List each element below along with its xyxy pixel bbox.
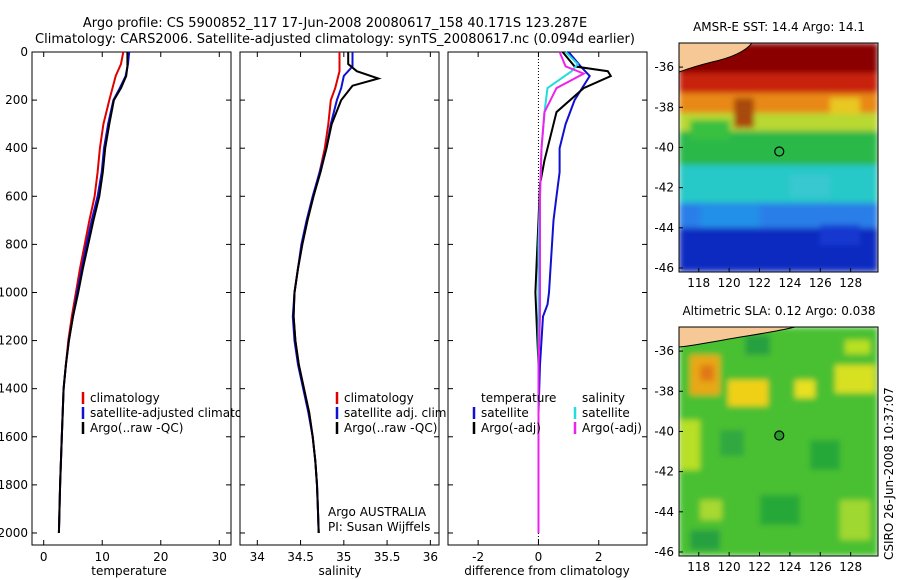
map-x-tick-label: 124	[778, 276, 801, 290]
legend-label-argo: Argo(..raw -QC)	[344, 421, 437, 435]
legend-label-temp-argo: Argo(-adj)	[481, 421, 541, 435]
map-y-tick-label: -46	[654, 261, 674, 275]
y-tick-label: 200	[5, 93, 28, 107]
sla-map-title: Altimetric SLA: 0.12 Argo: 0.038	[682, 304, 875, 318]
difference-series-temperature-argo-adj-	[534, 51, 613, 533]
header-line-1: Argo profile: CS 5900852_117 17-Jun-2008…	[83, 16, 587, 31]
salinity-axes-frame	[239, 51, 440, 546]
x-tick-label: 2	[595, 550, 603, 564]
map-y-tick-label: -36	[654, 60, 674, 74]
salinity-series-argo-raw-qc-	[292, 52, 382, 534]
legend-label-argo: Argo(..raw -QC)	[90, 421, 183, 435]
salinity-legend: climatology satellite adj. clim. Argo(..…	[335, 391, 450, 435]
sst-land-mass	[679, 43, 753, 73]
map-x-tick-label: 118	[687, 276, 710, 290]
legend-label-sal-satellite: satellite	[582, 406, 630, 420]
x-tick-label: 30	[212, 550, 227, 564]
y-tick-label: 1000	[0, 285, 28, 299]
x-tick-label: 35	[336, 550, 351, 564]
difference-series-salinity-argo-adj-	[537, 51, 587, 533]
map-x-tick-label: 126	[809, 276, 832, 290]
map-x-tick-label: 120	[718, 560, 741, 574]
y-tick-label: 1400	[0, 382, 28, 396]
legend-label-sal-argo: Argo(-adj)	[582, 421, 642, 435]
map-x-tick-label: 128	[839, 560, 862, 574]
sla-map-frame	[678, 326, 879, 557]
sst-map-panel: AMSR-E SST: 14.4 Argo: 14.1 1	[654, 20, 879, 290]
argo-country-annotation: Argo AUSTRALIA	[328, 505, 427, 519]
y-tick-label: 0	[20, 45, 28, 59]
map-x-tick-label: 122	[748, 276, 771, 290]
salinity-xlabel: salinity	[318, 564, 361, 578]
map-y-tick-label: -36	[654, 344, 674, 358]
y-tick-label: 1200	[0, 334, 28, 348]
map-y-tick-label: -42	[654, 181, 674, 195]
sst-argo-position-marker	[774, 146, 785, 157]
map-x-tick-label: 128	[839, 276, 862, 290]
map-x-tick-label: 120	[718, 276, 741, 290]
y-tick-label: 600	[5, 189, 28, 203]
pi-annotation: PI: Susan Wijffels	[328, 520, 430, 534]
map-y-tick-label: -40	[654, 140, 674, 154]
y-tick-label: 2000	[0, 526, 28, 540]
map-y-tick-label: -44	[654, 505, 674, 519]
x-tick-label: -2	[472, 550, 484, 564]
sst-map-title: AMSR-E SST: 14.4 Argo: 14.1	[693, 20, 865, 34]
map-y-tick-label: -46	[654, 545, 674, 559]
temperature-axes-frame	[31, 51, 232, 546]
map-y-tick-label: -38	[654, 100, 674, 114]
sst-heatmap	[679, 43, 878, 272]
y-tick-label: 800	[5, 237, 28, 251]
legend-label-climatology: climatology	[90, 391, 160, 405]
map-y-tick-label: -38	[654, 384, 674, 398]
y-tick-label: 1600	[0, 430, 28, 444]
legend-label-satellite-adj: satellite adj. clim.	[344, 406, 450, 420]
sla-map-panel: Altimetric SLA: 0.12 Argo: 0.038	[654, 304, 879, 574]
y-tick-label: 1800	[0, 478, 28, 492]
y-tick-label: 400	[5, 141, 28, 155]
map-x-tick-label: 124	[778, 560, 801, 574]
temperature-panel: 0 10 20 30 0 200 400 600 800 1000 1200 1400 1600 1800…	[0, 45, 268, 578]
temperature-legend: climatology satellite-adjusted climatolo…	[81, 391, 268, 435]
x-tick-label: 20	[153, 550, 168, 564]
map-x-tick-label: 122	[748, 560, 771, 574]
temperature-xlabel: temperature	[91, 564, 166, 578]
x-tick-label: 34.5	[287, 550, 314, 564]
side-timestamp: CSIRO 26-Jun-2008 10:37:07	[882, 387, 896, 560]
sst-map-frame	[678, 42, 879, 273]
map-x-tick-label: 118	[687, 560, 710, 574]
x-tick-label: 0	[40, 550, 48, 564]
x-tick-label: 35.5	[374, 550, 401, 564]
temperature-series-argo-raw-qc-	[57, 52, 129, 534]
map-y-tick-label: -44	[654, 221, 674, 235]
difference-xlabel: difference from climatology	[464, 564, 630, 578]
x-tick-label: 36	[423, 550, 438, 564]
difference-legend: temperature satellite Argo(-adj) salinit…	[472, 391, 642, 435]
sla-heatmap	[679, 327, 878, 556]
map-y-tick-label: -40	[654, 424, 674, 438]
x-tick-label: 34	[250, 550, 265, 564]
difference-panel: -2 0 2 difference from climatology tempera…	[447, 51, 648, 578]
header-line-2: Climatology: CARS2006. Satellite-adjuste…	[35, 32, 635, 47]
x-tick-label: 0	[535, 550, 543, 564]
legend-title-salinity: salinity	[582, 391, 625, 405]
legend-title-temperature: temperature	[481, 391, 556, 405]
salinity-panel: 34 34.5 35 35.5 36 salinity climatology sate…	[239, 51, 450, 578]
map-y-tick-label: -42	[654, 465, 674, 479]
legend-label-temp-satellite: satellite	[481, 406, 529, 420]
legend-label-climatology: climatology	[344, 391, 414, 405]
x-tick-label: 10	[95, 550, 110, 564]
map-x-tick-label: 126	[809, 560, 832, 574]
legend-label-satellite-adjusted: satellite-adjusted climatology	[90, 406, 268, 420]
sla-land-mass	[679, 327, 796, 348]
sla-argo-position-marker	[774, 430, 785, 441]
